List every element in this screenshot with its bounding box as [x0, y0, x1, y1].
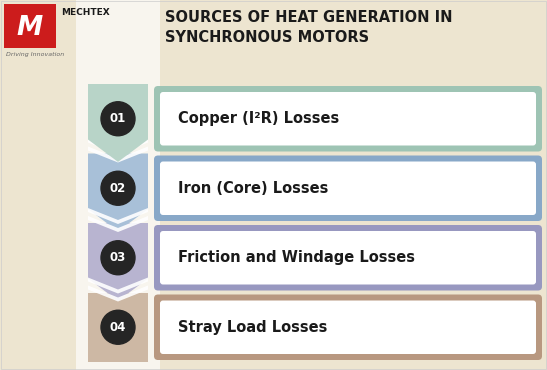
- Text: M: M: [17, 15, 43, 41]
- Circle shape: [101, 171, 135, 205]
- FancyBboxPatch shape: [160, 300, 536, 354]
- Circle shape: [101, 310, 135, 344]
- FancyBboxPatch shape: [154, 86, 542, 151]
- FancyBboxPatch shape: [154, 295, 542, 360]
- Polygon shape: [88, 278, 148, 293]
- Text: SOURCES OF HEAT GENERATION IN
SYNCHRONOUS MOTORS: SOURCES OF HEAT GENERATION IN SYNCHRONOU…: [165, 10, 452, 46]
- Text: Iron (Core) Losses: Iron (Core) Losses: [178, 181, 328, 196]
- FancyBboxPatch shape: [160, 92, 536, 145]
- Text: 02: 02: [110, 182, 126, 195]
- FancyBboxPatch shape: [160, 161, 536, 215]
- Text: MECHTEX: MECHTEX: [61, 8, 110, 17]
- FancyBboxPatch shape: [154, 225, 542, 290]
- Polygon shape: [88, 286, 148, 302]
- Bar: [4, 4, 56, 48]
- Polygon shape: [88, 154, 148, 231]
- Circle shape: [101, 241, 135, 275]
- Circle shape: [101, 102, 135, 136]
- Text: Driving Innovation: Driving Innovation: [6, 52, 64, 57]
- Polygon shape: [88, 208, 148, 224]
- Text: Copper (I²R) Losses: Copper (I²R) Losses: [178, 111, 339, 126]
- Text: 01: 01: [110, 112, 126, 125]
- Polygon shape: [88, 223, 148, 301]
- Bar: [76, 0, 160, 370]
- FancyBboxPatch shape: [160, 231, 536, 285]
- Polygon shape: [88, 138, 148, 155]
- Polygon shape: [88, 216, 148, 232]
- Polygon shape: [88, 84, 148, 162]
- Text: Stray Load Losses: Stray Load Losses: [178, 320, 327, 335]
- FancyBboxPatch shape: [154, 155, 542, 221]
- Text: 04: 04: [110, 321, 126, 334]
- Text: 03: 03: [110, 251, 126, 264]
- Text: Friction and Windage Losses: Friction and Windage Losses: [178, 250, 415, 265]
- Polygon shape: [88, 147, 148, 162]
- Polygon shape: [88, 293, 148, 362]
